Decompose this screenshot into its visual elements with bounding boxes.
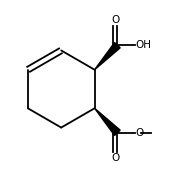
Polygon shape [95,43,120,70]
Text: OH: OH [136,40,152,50]
Text: O: O [112,153,120,163]
Text: O: O [112,15,120,25]
Polygon shape [95,108,120,135]
Text: O: O [135,128,144,138]
